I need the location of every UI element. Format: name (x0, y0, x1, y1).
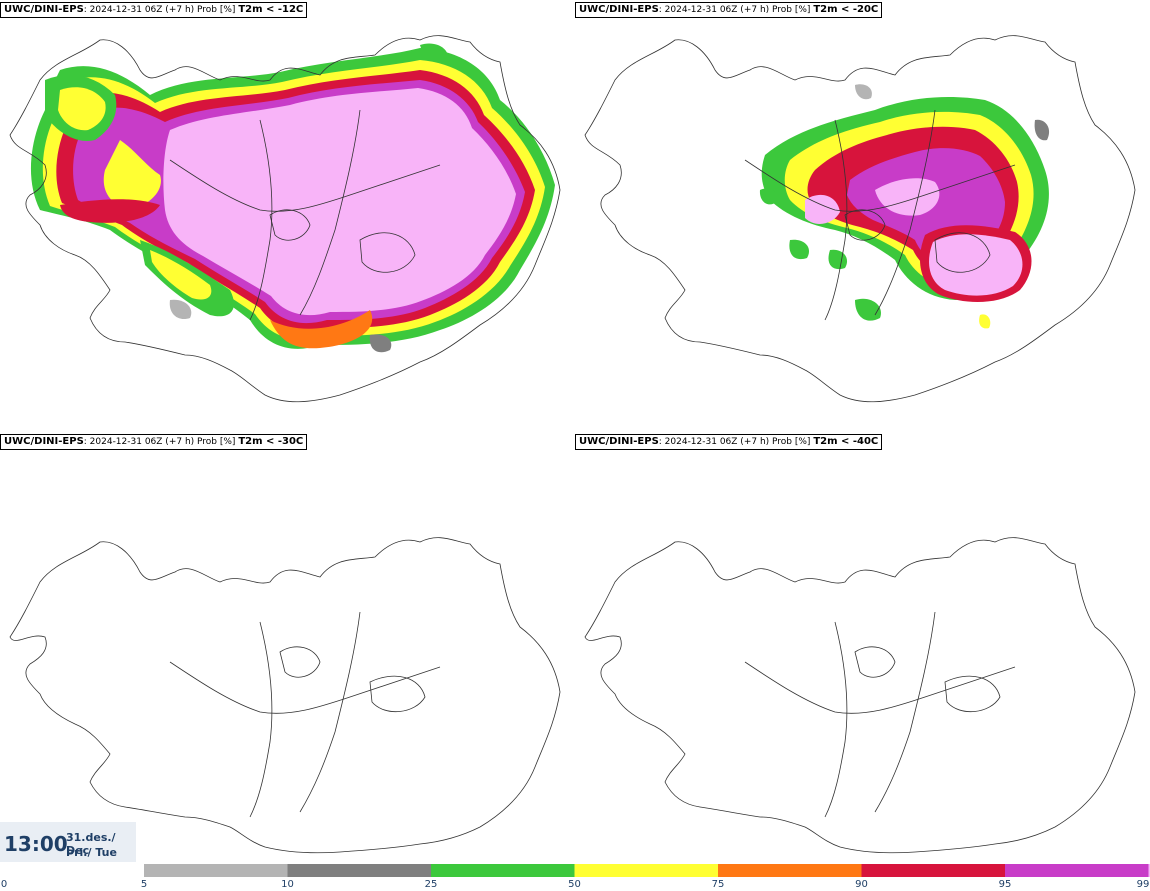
valid-day: Þri./ Tue (66, 846, 117, 859)
coastline (9, 537, 561, 854)
model-name: UWC/DINI-EPS (4, 436, 84, 447)
colorbar-band (1005, 864, 1149, 877)
coastline (584, 537, 1136, 854)
panel-title: UWC/DINI-EPS: 2024-12-31 06Z (+7 h) Prob… (0, 2, 308, 18)
colorbar-tick-label: 90 (855, 879, 868, 890)
probability-field (30, 43, 556, 353)
iceland-map (9, 537, 561, 854)
panel-title: UWC/DINI-EPS: 2024-12-31 06Z (+7 h) Prob… (0, 434, 308, 450)
run-info: : 2024-12-31 06Z (+7 h) Prob [%] (83, 437, 236, 447)
threshold-label: T2m < -20C (813, 4, 879, 15)
iceland-map (584, 35, 1136, 403)
colorbar-tick-label: 75 (712, 879, 725, 890)
colorbar-band (287, 864, 432, 877)
threshold-label: T2m < -12C (238, 4, 304, 15)
coastline (584, 35, 1136, 403)
map-panel-minus40: UWC/DINI-EPS: 2024-12-31 06Z (+7 h) Prob… (575, 432, 1150, 862)
threshold-label: T2m < -40C (813, 436, 879, 447)
iceland-map (9, 35, 561, 403)
colorbar-band (718, 864, 862, 877)
colorbar-tick-label: 95 (999, 879, 1012, 890)
colorbar-band (144, 864, 288, 877)
colorbar-tick-label: 0 (1, 879, 7, 890)
model-name: UWC/DINI-EPS (579, 4, 659, 15)
colorbar-ticks: 0 5 10 25 50 75 90 95 99 (1, 879, 1150, 890)
map-panel-minus12: UWC/DINI-EPS: 2024-12-31 06Z (+7 h) Prob… (0, 0, 575, 430)
valid-time-box: 13:00 31.des./ Dec Þri./ Tue (0, 822, 136, 862)
run-info: : 2024-12-31 06Z (+7 h) Prob [%] (658, 437, 811, 447)
probability-field (759, 84, 1050, 329)
map-panel-minus30: UWC/DINI-EPS: 2024-12-31 06Z (+7 h) Prob… (0, 432, 575, 862)
model-name: UWC/DINI-EPS (579, 436, 659, 447)
colorbar-band (431, 864, 575, 877)
threshold-label: T2m < -30C (238, 436, 304, 447)
model-name: UWC/DINI-EPS (4, 4, 84, 15)
colorbar-tick-label: 10 (281, 879, 294, 890)
run-info: : 2024-12-31 06Z (+7 h) Prob [%] (83, 5, 236, 15)
iceland-map (584, 537, 1136, 854)
colorbar-band (1148, 864, 1150, 877)
valid-time-clock: 13:00 (4, 832, 68, 856)
colorbar-bands (144, 864, 1150, 877)
run-info: : 2024-12-31 06Z (+7 h) Prob [%] (658, 5, 811, 15)
coastline (9, 35, 561, 403)
colorbar-tick-label: 25 (425, 879, 438, 890)
colorbar-tick-label: 99 (1137, 879, 1150, 890)
colorbar-tick-label: 50 (568, 879, 581, 890)
colorbar-band (861, 864, 1006, 877)
panel-title: UWC/DINI-EPS: 2024-12-31 06Z (+7 h) Prob… (575, 2, 883, 18)
colorbar-band (574, 864, 719, 877)
colorbar-tick-label: 5 (141, 879, 147, 890)
panel-title: UWC/DINI-EPS: 2024-12-31 06Z (+7 h) Prob… (575, 434, 883, 450)
valid-date: 31.des./ Dec (66, 831, 116, 857)
map-panel-minus20: UWC/DINI-EPS: 2024-12-31 06Z (+7 h) Prob… (575, 0, 1150, 430)
probability-colorbar: 0 5 10 25 50 75 90 95 99 (1, 864, 1150, 890)
